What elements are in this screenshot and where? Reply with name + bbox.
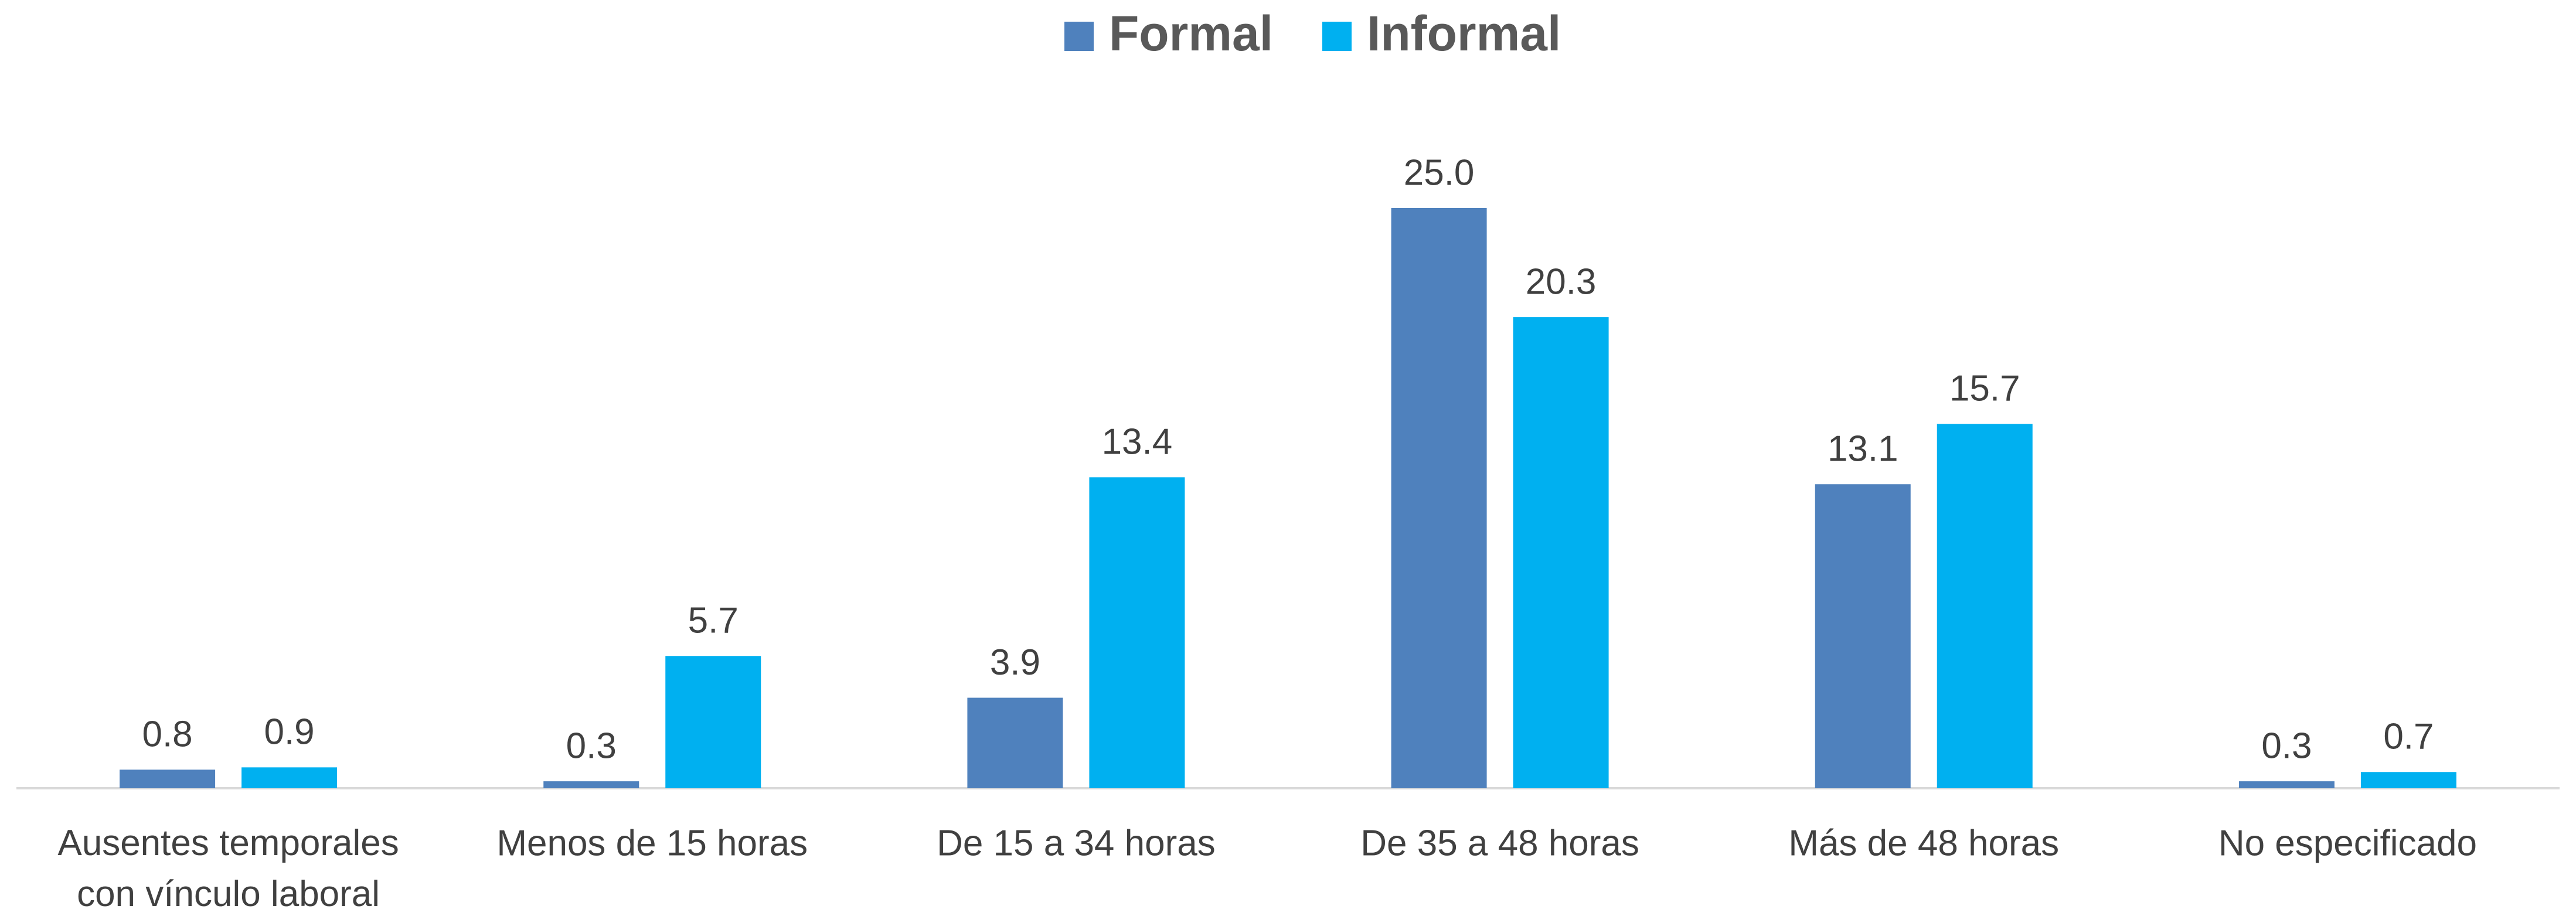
data-label: 0.3 [2261, 726, 2312, 766]
x-tick-label: Ausentes temporales con vínculo laboral [57, 823, 399, 914]
data-label: 13.1 [1828, 429, 1898, 469]
data-label: 0.7 [2383, 717, 2434, 757]
x-tick-label: De 15 a 34 horas [937, 823, 1216, 863]
data-label: 0.8 [142, 714, 192, 755]
data-label: 15.7 [1949, 369, 2020, 409]
bar [1815, 484, 1911, 788]
bar [543, 781, 639, 788]
bar [967, 697, 1063, 788]
bar [241, 767, 338, 788]
data-label: 13.4 [1102, 422, 1173, 462]
data-label: 5.7 [688, 601, 739, 641]
bar [665, 656, 761, 788]
data-label: 25.0 [1404, 152, 1475, 193]
legend-label: Informal [1367, 6, 1561, 61]
x-tick-label: Menos de 15 horas [496, 823, 808, 863]
data-label: 20.3 [1526, 261, 1597, 302]
legend-swatch [1064, 22, 1094, 51]
x-tick-label: De 35 a 48 horas [1360, 823, 1639, 863]
data-label: 3.9 [990, 642, 1040, 683]
bar [1937, 424, 2033, 788]
data-label: 0.9 [264, 712, 314, 752]
data-label: 0.3 [566, 726, 617, 766]
x-tick-label: No especificado [2218, 823, 2477, 863]
bar [120, 769, 216, 788]
bar [2360, 772, 2456, 788]
bar [2238, 781, 2335, 788]
bar [1391, 208, 1487, 788]
x-tick-label: Más de 48 horas [1788, 823, 2059, 863]
legend-swatch [1322, 22, 1352, 51]
bar [1089, 477, 1185, 788]
legend-label: Formal [1109, 6, 1273, 61]
bar [1513, 317, 1609, 788]
